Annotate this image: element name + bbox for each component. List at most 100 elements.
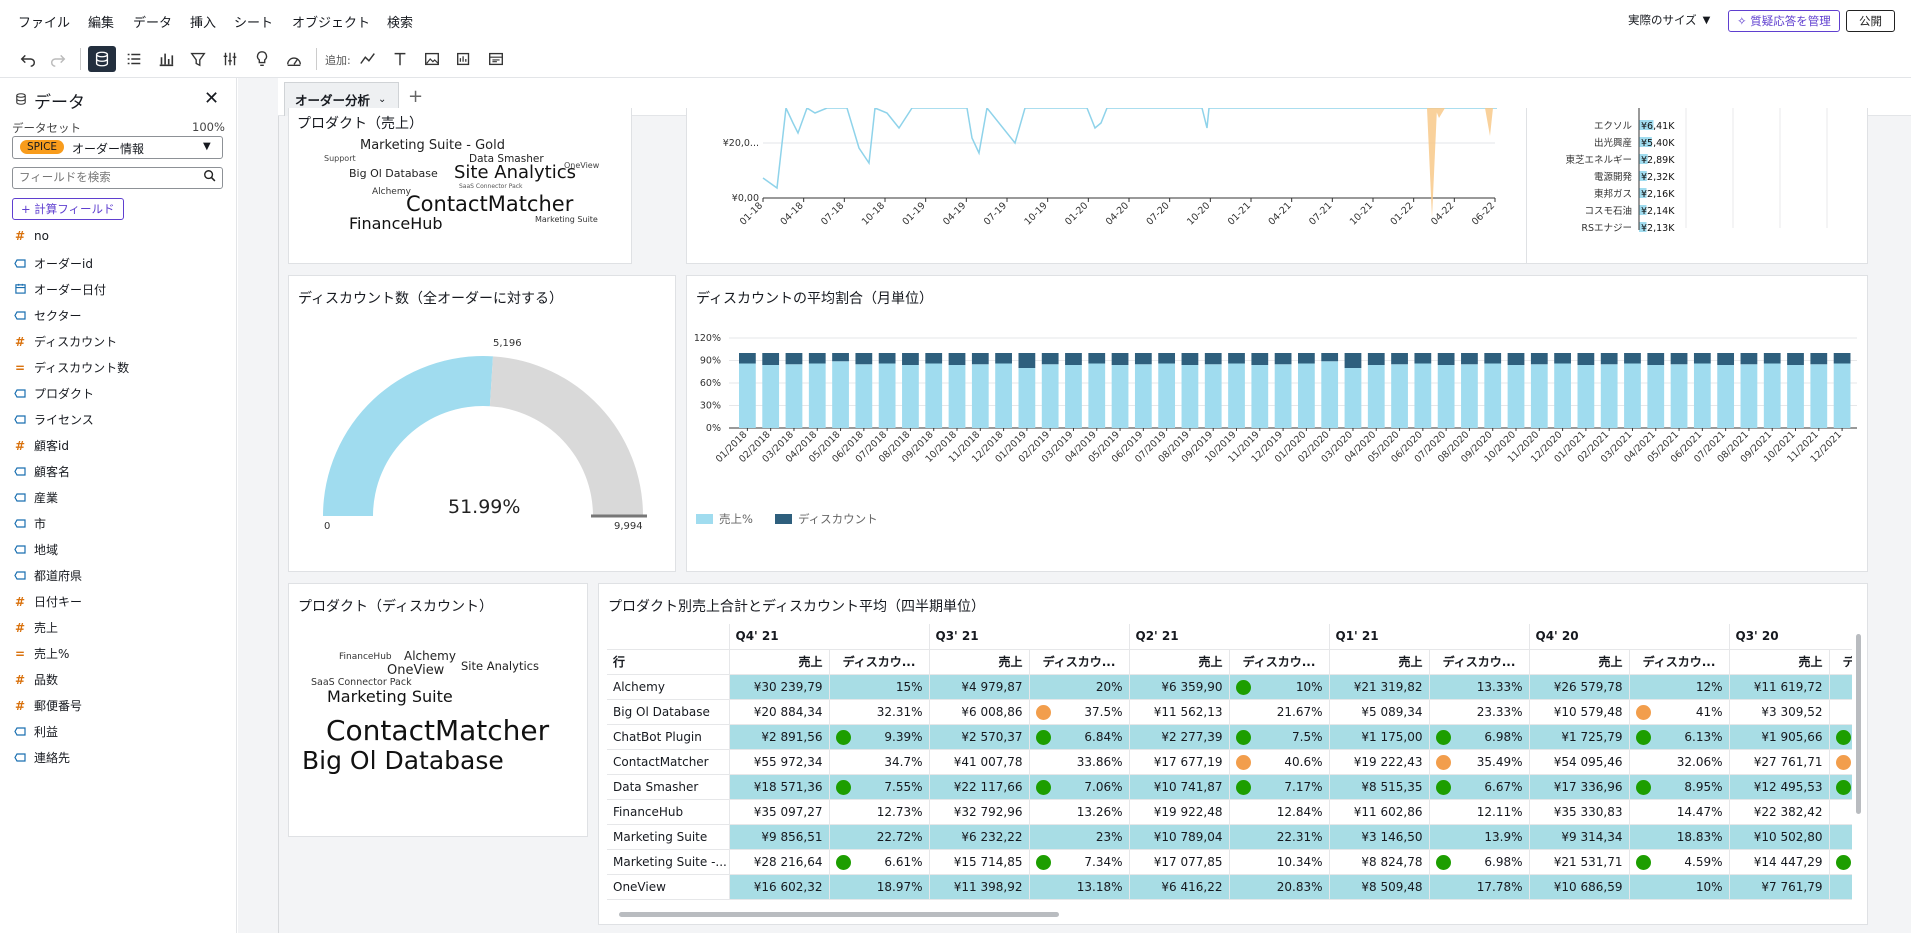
themes-button[interactable] <box>280 46 308 72</box>
field-item[interactable]: 利益 <box>14 723 58 740</box>
menu-sheet[interactable]: シート <box>234 16 274 31</box>
add-image-button[interactable] <box>418 46 446 72</box>
field-item[interactable]: # 日付キー <box>14 593 82 610</box>
discount-cell <box>1829 799 1852 825</box>
field-item[interactable]: # 顧客id <box>14 437 69 454</box>
undo-button[interactable] <box>14 46 42 72</box>
field-item[interactable]: セクター <box>14 307 82 324</box>
quarter-header[interactable]: Q4' 21 <box>729 624 930 650</box>
parameters-button[interactable] <box>216 46 244 72</box>
qa-manage-button[interactable]: ✧ 質疑応答を管理 <box>1728 10 1840 32</box>
menu-object[interactable]: オブジェクト <box>292 16 371 31</box>
field-item[interactable]: # 郵便番号 <box>14 697 82 714</box>
sales-column-header[interactable]: 売上 <box>729 649 830 675</box>
publish-button[interactable]: 公開 <box>1846 10 1895 32</box>
size-dropdown[interactable]: 実際のサイズ ▼ <box>1628 12 1710 28</box>
gauge-card[interactable]: ディスカウント数（全オーダーに対する） 51.99% 5,196 0 9,994 <box>288 275 676 572</box>
sales-cell: ¥15 714,85 <box>929 849 1030 875</box>
add-insight-button[interactable] <box>450 46 478 72</box>
discount-column-header[interactable]: ディスカウ... <box>1029 649 1130 675</box>
line-chart-card[interactable]: ¥20,0... ¥0,00 01-18 04-18 07-18 10-18 01-19 04… <box>686 105 1540 264</box>
menu-search[interactable]: 検索 <box>387 16 414 31</box>
field-item[interactable]: # ディスカウント <box>14 333 117 350</box>
hbar-chart-card[interactable]: エクソル ¥6,41K 出光興産 ¥5,40K 東芝エネルギー ¥2,89K 電源開発 ¥2,… <box>1526 108 1875 264</box>
vertical-scrollbar[interactable] <box>1855 624 1863 908</box>
field-search-input[interactable] <box>19 170 189 184</box>
gauge-percent: 51.99% <box>448 496 521 518</box>
menu-data[interactable]: データ <box>133 16 173 31</box>
menu-insert[interactable]: 挿入 <box>190 16 217 31</box>
field-item[interactable]: 地域 <box>14 541 58 558</box>
field-item[interactable]: ライセンス <box>14 411 94 428</box>
close-icon[interactable]: ✕ <box>204 88 220 109</box>
discount-cell: 34.7% <box>829 749 930 775</box>
sales-column-header[interactable]: 売上 <box>1729 649 1830 675</box>
field-item[interactable]: 都道府県 <box>14 567 82 584</box>
scrollbar-thumb[interactable] <box>1856 634 1861 814</box>
bar-sales <box>1391 364 1408 428</box>
field-list-button[interactable] <box>120 46 148 72</box>
bar-sales <box>1763 363 1781 428</box>
field-item[interactable]: = ディスカウント数 <box>14 359 129 376</box>
filter-button[interactable] <box>184 46 212 72</box>
field-item[interactable]: プロダクト <box>14 385 94 402</box>
sales-value: ¥8 509,48 <box>1361 879 1423 894</box>
add-visual-button[interactable] <box>354 46 382 72</box>
table-row[interactable]: Marketing Suite -... ¥28 216,64 6.61% ¥15 7… <box>607 849 1852 875</box>
table-row[interactable]: ChatBot Plugin ¥2 891,56 9.39% ¥2 570,37 6.8… <box>607 724 1852 750</box>
sales-column-header[interactable]: 売上 <box>929 649 1030 675</box>
pivot-table-card[interactable]: プロダクト別売上合計とディスカウント平均（四半期単位） Q4' 21 Q3' 21… <box>598 583 1868 925</box>
data-panel-button[interactable] <box>88 46 116 72</box>
menu-file[interactable]: ファイル <box>18 16 71 31</box>
stacked-bar-card[interactable]: ディスカウントの平均割合（月単位） 120% 90% 60% 30% 0% 01/2018… <box>686 275 1868 572</box>
add-calculated-field-button[interactable]: + 計算フィールド <box>12 198 124 220</box>
table-row[interactable]: Marketing Suite ¥9 856,51 22.72% ¥6 232,22 2… <box>607 824 1852 850</box>
discount-column-header[interactable]: ディスカウ... <box>829 649 930 675</box>
discount-column-header[interactable]: ディスカウ... <box>1829 649 1852 675</box>
menu-edit[interactable]: 編集 <box>88 16 115 31</box>
wordcloud-sales-card[interactable]: プロダクト（売上） Marketing Suite - Gold Support… <box>288 108 632 264</box>
discount-column-header[interactable]: ディスカウ... <box>1229 649 1330 675</box>
add-embed-button[interactable] <box>482 46 510 72</box>
field-item[interactable]: 産業 <box>14 489 58 506</box>
field-search[interactable] <box>12 167 223 189</box>
field-item[interactable]: # 売上 <box>14 619 58 636</box>
scrollbar-thumb[interactable] <box>619 912 1059 917</box>
table-row[interactable]: Alchemy ¥30 239,79 15% ¥4 979,87 20% ¥6 359,9… <box>607 674 1852 700</box>
field-item[interactable]: # 品数 <box>14 671 58 688</box>
visuals-button[interactable] <box>152 46 180 72</box>
table-row[interactable]: FinanceHub ¥35 097,27 12.73% ¥32 792,96 13.2… <box>607 799 1852 825</box>
insights-button[interactable] <box>248 46 276 72</box>
bar-sales <box>878 363 896 428</box>
discount-column-header[interactable]: ディスカウ... <box>1629 649 1730 675</box>
discount-column-header[interactable]: ディスカウ... <box>1429 649 1530 675</box>
field-item[interactable]: = 売上% <box>14 645 69 662</box>
add-sheet-icon[interactable]: + <box>408 86 424 107</box>
quarter-header[interactable]: Q2' 21 <box>1129 624 1330 650</box>
table-row[interactable]: Big Ol Database ¥20 884,34 32.31% ¥6 008,86… <box>607 699 1852 725</box>
field-item[interactable]: # no <box>14 229 49 243</box>
table-row[interactable]: ContactMatcher ¥55 972,34 34.7% ¥41 007,78 3… <box>607 749 1852 775</box>
table-row[interactable]: Data Smasher ¥18 571,36 7.55% ¥22 117,66 7.0… <box>607 774 1852 800</box>
field-item[interactable]: オーダー日付 <box>14 281 106 298</box>
sales-column-header[interactable]: 売上 <box>1529 649 1630 675</box>
quarter-header[interactable]: Q3' 21 <box>929 624 1130 650</box>
dataset-select[interactable]: SPICE オーダー情報 ▼ <box>12 136 223 159</box>
redo-button[interactable] <box>44 46 72 72</box>
quarter-header[interactable]: Q3' 20 <box>1729 624 1852 650</box>
quarter-header[interactable]: Q4' 20 <box>1529 624 1730 650</box>
gauge-value-label: 5,196 <box>493 338 522 349</box>
field-item[interactable]: 連絡先 <box>14 749 70 766</box>
table-row[interactable]: OneView ¥16 602,32 18.97% ¥11 398,92 13.18% ¥… <box>607 874 1852 900</box>
sales-column-header[interactable]: 売上 <box>1329 649 1430 675</box>
add-text-button[interactable] <box>386 46 414 72</box>
field-item[interactable]: 市 <box>14 515 46 532</box>
quarter-header[interactable]: Q1' 21 <box>1329 624 1530 650</box>
field-item[interactable]: オーダーid <box>14 255 93 272</box>
sales-value: ¥30 239,79 <box>753 679 823 694</box>
horizontal-scrollbar[interactable] <box>607 910 1852 918</box>
sales-column-header[interactable]: 売上 <box>1129 649 1230 675</box>
wordcloud-discount-card[interactable]: プロダクト（ディスカウント） FinanceHub Alchemy OneVie… <box>288 583 588 837</box>
green-status-dot-icon <box>835 729 851 745</box>
field-item[interactable]: 顧客名 <box>14 463 70 480</box>
